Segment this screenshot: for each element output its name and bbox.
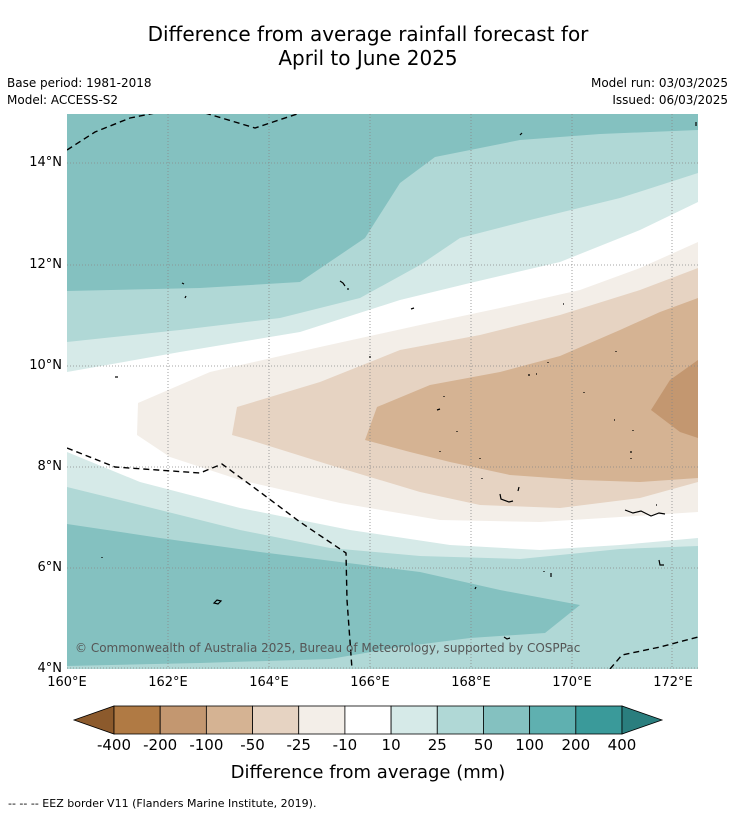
region-minus-100-200 bbox=[651, 360, 698, 438]
chart-title-line2: April to June 2025 bbox=[278, 46, 458, 70]
islands bbox=[101, 122, 697, 640]
lon-label-172e: 172°E bbox=[653, 675, 693, 690]
colorbar-swatch bbox=[113, 705, 161, 735]
colorbar-swatch bbox=[436, 705, 484, 735]
colorbar-extend-high bbox=[621, 705, 664, 735]
colorbar-title: Difference from average (mm) bbox=[230, 762, 506, 783]
colorbar-swatch bbox=[252, 705, 300, 735]
eez-footnote: -- -- -- EEZ border V11 (Flanders Marine… bbox=[8, 797, 317, 810]
colorbar-swatch bbox=[298, 705, 346, 735]
colorbar-tick-label: -10 bbox=[332, 736, 358, 754]
map-gridlines bbox=[67, 114, 698, 669]
lat-label-12n: 12°N bbox=[29, 257, 62, 272]
colorbar-swatch bbox=[529, 705, 577, 735]
lon-label-162e: 162°E bbox=[148, 675, 188, 690]
chart-title-line1: Difference from average rainfall forecas… bbox=[147, 22, 589, 46]
colorbar-tick-label: 100 bbox=[515, 736, 544, 754]
colorbar-swatch bbox=[205, 705, 253, 735]
copyright-notice: © Commonwealth of Australia 2025, Bureau… bbox=[75, 641, 581, 655]
lon-label-164e: 164°E bbox=[249, 675, 289, 690]
eez-border bbox=[67, 114, 698, 669]
colorbar-tick-label: -100 bbox=[189, 736, 224, 754]
colorbar-tick-label: -50 bbox=[240, 736, 265, 754]
base-period-label: Base period: 1981-2018 bbox=[7, 76, 152, 90]
lon-label-166e: 166°E bbox=[350, 675, 390, 690]
lon-label-168e: 168°E bbox=[451, 675, 491, 690]
colorbar-tick-label: 10 bbox=[381, 736, 401, 754]
colorbar-tick-label: 200 bbox=[561, 736, 591, 754]
lon-label-170e: 170°E bbox=[552, 675, 592, 690]
lat-label-14n: 14°N bbox=[29, 155, 62, 170]
colorbar-swatch bbox=[390, 705, 438, 735]
colorbar-extend-low bbox=[72, 705, 115, 735]
rainfall-map bbox=[67, 114, 698, 669]
lat-label-6n: 6°N bbox=[37, 560, 63, 575]
colorbar-tick-label: 25 bbox=[427, 736, 447, 754]
issued-label: Issued: 06/03/2025 bbox=[612, 93, 728, 107]
lat-label-10n: 10°N bbox=[29, 358, 62, 373]
colorbar-swatch bbox=[344, 705, 392, 735]
lat-label-8n: 8°N bbox=[37, 459, 63, 474]
colorbar-tick-label: 50 bbox=[473, 736, 493, 754]
model-label: Model: ACCESS-S2 bbox=[7, 93, 119, 107]
colorbar-swatch bbox=[159, 705, 207, 735]
lat-label-4n: 4°N bbox=[37, 661, 63, 676]
colorbar bbox=[72, 705, 664, 735]
model-run-label: Model run: 03/03/2025 bbox=[590, 76, 728, 90]
colorbar-tick-label: 400 bbox=[607, 736, 637, 754]
region-50-100-south bbox=[67, 524, 580, 666]
colorbar-tick-label: -200 bbox=[143, 736, 178, 754]
lon-label-160e: 160°E bbox=[47, 675, 87, 690]
colorbar-tick-label: -25 bbox=[286, 736, 311, 754]
colorbar-tick-label: -400 bbox=[96, 736, 132, 754]
colorbar-swatch bbox=[483, 705, 531, 735]
colorbar-swatch bbox=[575, 705, 623, 735]
region-minus-50-100 bbox=[365, 298, 698, 482]
